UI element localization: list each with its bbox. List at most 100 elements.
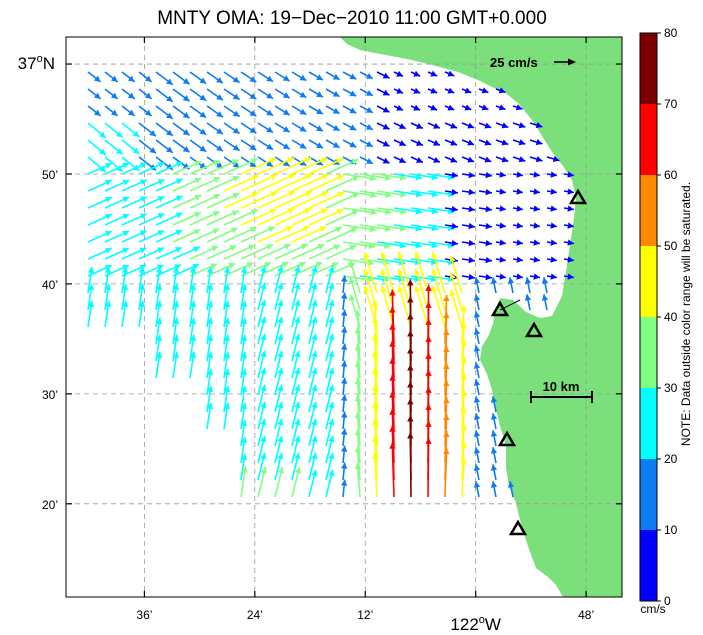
- current-vector: [121, 88, 136, 100]
- current-vector: [359, 105, 374, 114]
- current-vector: [257, 452, 267, 481]
- station-3: [524, 321, 544, 338]
- current-vector: [138, 139, 157, 154]
- current-vector: [104, 230, 130, 243]
- current-vector: [274, 225, 311, 243]
- current-vector: [340, 275, 348, 294]
- current-vector: [495, 87, 506, 94]
- current-vector: [325, 367, 335, 396]
- lon-label: 122oW: [450, 614, 501, 634]
- current-vector: [473, 447, 481, 464]
- current-vector: [325, 401, 335, 430]
- current-vector: [308, 435, 318, 464]
- current-vector: [257, 243, 291, 260]
- current-vector: [460, 458, 467, 498]
- current-vector: [478, 256, 492, 264]
- current-vector: [325, 333, 335, 362]
- current-vector: [155, 351, 163, 379]
- current-vector: [257, 105, 274, 117]
- colorbar-tick-label: 30: [664, 381, 678, 395]
- current-vector: [291, 190, 329, 209]
- current-vector: [512, 205, 524, 212]
- current-vector: [138, 212, 165, 226]
- current-vector: [359, 156, 374, 165]
- current-vector: [291, 418, 301, 447]
- current-vector: [308, 174, 345, 192]
- current-vector: [376, 71, 390, 79]
- current-vector: [512, 104, 523, 111]
- current-vector: [340, 360, 348, 379]
- colorbar-segment: [640, 317, 657, 388]
- current-vector: [393, 139, 407, 147]
- current-vector: [291, 466, 302, 498]
- current-vector: [563, 256, 575, 263]
- current-vector: [342, 139, 357, 148]
- current-vector: [87, 162, 113, 175]
- current-vector: [478, 239, 492, 247]
- current-vector: [138, 229, 165, 243]
- current-vector: [495, 139, 509, 146]
- colorbar-tick-label: 70: [664, 97, 678, 111]
- current-vector: [240, 157, 277, 175]
- current-vector: [354, 446, 362, 481]
- lat-label: 37oN: [18, 53, 55, 73]
- current-vector: [206, 192, 240, 209]
- current-vector: [431, 268, 446, 311]
- current-vector: [240, 88, 257, 100]
- current-vector: [274, 282, 284, 311]
- current-vector: [473, 294, 481, 311]
- current-vector: [478, 156, 492, 163]
- current-vector: [495, 188, 507, 195]
- current-vector: [104, 213, 130, 226]
- current-vector: [274, 333, 284, 362]
- current-vector: [172, 246, 201, 260]
- current-vector: [189, 263, 218, 277]
- current-vector: [354, 361, 362, 396]
- current-vector: [340, 445, 348, 464]
- current-vector: [325, 158, 359, 175]
- current-vector: [325, 316, 335, 345]
- current-vector: [473, 430, 481, 447]
- current-vector: [121, 122, 140, 138]
- current-vector: [495, 256, 507, 263]
- current-vector: [291, 208, 328, 226]
- current-vector: [308, 384, 318, 413]
- current-vector: [104, 88, 119, 100]
- current-vector: [431, 251, 446, 294]
- current-vector: [478, 171, 492, 179]
- current-vector: [223, 226, 257, 243]
- current-vector: [223, 209, 258, 226]
- current-vector: [291, 225, 327, 243]
- current-vector: [414, 251, 429, 294]
- current-vector: [325, 452, 335, 481]
- current-vector: [371, 452, 379, 498]
- current-vector: [342, 105, 357, 114]
- current-vector: [274, 156, 291, 167]
- current-vector: [291, 156, 307, 167]
- lon-label: 24’: [247, 608, 263, 622]
- current-vector: [308, 105, 324, 115]
- reference-arrow-label: 25 cm/s: [490, 55, 538, 70]
- current-vector: [274, 71, 291, 82]
- current-vector: [308, 226, 343, 243]
- map-frame: [65, 36, 623, 598]
- current-vector: [121, 213, 147, 226]
- current-vector: [87, 139, 107, 156]
- current-vector: [274, 105, 291, 116]
- current-vector: [257, 265, 267, 294]
- current-vector: [206, 227, 239, 243]
- current-vector: [291, 122, 307, 133]
- current-vector: [274, 299, 284, 328]
- current-vector: [325, 209, 359, 226]
- colorbar-tick-label: 80: [664, 26, 678, 40]
- current-vector: [155, 105, 174, 120]
- current-vector: [529, 273, 541, 280]
- current-vector: [490, 430, 498, 447]
- current-vector: [546, 155, 560, 163]
- current-vector: [393, 104, 404, 112]
- current-vector: [512, 222, 524, 229]
- current-vector: [340, 411, 348, 430]
- current-vector: [410, 122, 424, 130]
- current-vector: [546, 188, 558, 195]
- current-vector: [354, 310, 362, 345]
